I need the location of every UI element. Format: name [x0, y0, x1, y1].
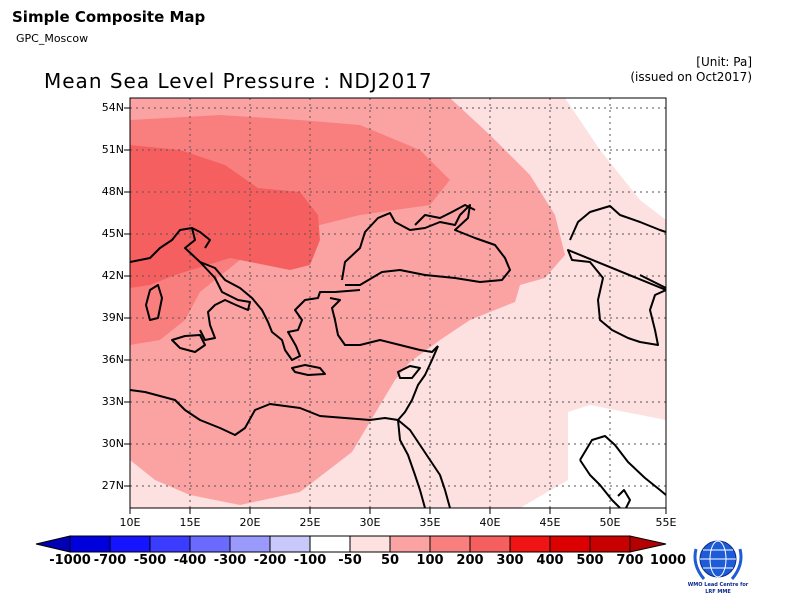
lat-label: 36N	[101, 353, 124, 366]
colorbar-label: -50	[338, 553, 362, 568]
unit-label: [Unit: Pa]	[696, 55, 752, 69]
colorbar-segment	[429, 535, 471, 553]
colorbar-segment	[109, 535, 151, 553]
lat-label: 39N	[101, 311, 124, 324]
logo-text: LRF MME	[705, 589, 731, 595]
colorbar-label: -1000	[49, 553, 91, 568]
wmo-emblem-icon	[693, 540, 743, 580]
colorbar-label: -200	[253, 553, 287, 568]
lat-label: 33N	[101, 395, 124, 408]
lat-label: 30N	[101, 437, 124, 450]
colorbar-label: 300	[496, 553, 524, 568]
lon-label: 40E	[479, 516, 501, 529]
colorbar-label: 400	[536, 553, 564, 568]
colorbar-segment	[589, 535, 631, 553]
lon-label: 45E	[539, 516, 561, 529]
colorbar-label: 500	[576, 553, 604, 568]
lon-label: 20E	[239, 516, 261, 529]
colorbar-label: -700	[93, 553, 127, 568]
lon-label: 35E	[419, 516, 441, 529]
app-subtitle: GPC_Moscow	[16, 32, 89, 45]
colorbar-segment	[629, 535, 667, 553]
logo-text: WMO Lead Centre for	[687, 582, 749, 588]
colorbar-label: 50	[380, 553, 400, 568]
colorbar-label: -300	[213, 553, 247, 568]
lat-label: 48N	[101, 185, 124, 198]
lat-label: 54N	[101, 101, 124, 114]
colorbar-segment	[269, 535, 311, 553]
colorbar-segment	[549, 535, 591, 553]
map-title: Mean Sea Level Pressure : NDJ2017	[44, 69, 433, 93]
lon-label: 10E	[119, 516, 141, 529]
lat-label: 45N	[101, 227, 124, 240]
colorbar-segment	[349, 535, 391, 553]
colorbar-segment	[149, 535, 191, 553]
lon-label: 15E	[179, 516, 201, 529]
colorbar-segment	[509, 535, 551, 553]
colorbar-segment	[389, 535, 431, 553]
lon-label: 50E	[599, 516, 621, 529]
lon-label: 55E	[655, 516, 677, 529]
lon-label: 30E	[359, 516, 381, 529]
contour-300-400	[130, 145, 320, 288]
colorbar-segment	[35, 535, 71, 553]
colorbar-segment	[69, 535, 111, 553]
colorbar-label: 1000	[649, 553, 687, 568]
colorbar-label: 100	[416, 553, 444, 568]
colorbar-label: -400	[173, 553, 207, 568]
colorbar-segment	[189, 535, 231, 553]
colorbar	[35, 535, 667, 553]
colorbar-segment	[309, 535, 351, 553]
colorbar-segment	[229, 535, 271, 553]
colorbar-label: 200	[456, 553, 484, 568]
coastlines	[130, 204, 666, 508]
colorbar-segment	[469, 535, 511, 553]
app-title: Simple Composite Map	[12, 8, 206, 26]
colorbar-label: 700	[616, 553, 644, 568]
colorbar-label: -100	[293, 553, 327, 568]
lon-label: 25E	[299, 516, 321, 529]
colorbar-label: -500	[133, 553, 167, 568]
issued-label: (issued on Oct2017)	[630, 70, 752, 84]
lat-label: 27N	[101, 479, 124, 492]
lat-label: 42N	[101, 269, 124, 282]
lat-label: 51N	[101, 143, 124, 156]
